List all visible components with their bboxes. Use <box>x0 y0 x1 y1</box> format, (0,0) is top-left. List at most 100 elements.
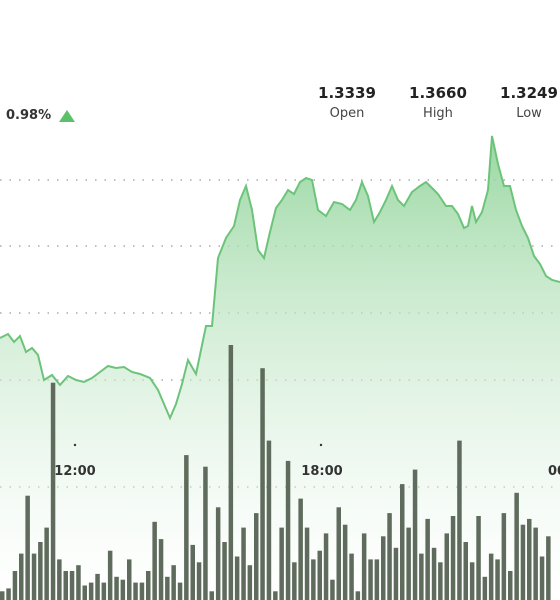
volume-bar <box>533 527 538 600</box>
volume-bar <box>254 513 259 600</box>
volume-bar <box>266 440 272 600</box>
stat-low: 1.3249 Low <box>484 84 560 121</box>
volume-bar <box>82 585 87 600</box>
volume-bar <box>508 571 513 600</box>
triangle-up-icon <box>59 109 76 122</box>
volume-bar <box>546 536 551 600</box>
volume-bar <box>31 553 37 600</box>
volume-bar <box>76 565 81 600</box>
volume-bar <box>38 542 43 600</box>
volume-bar <box>539 556 545 600</box>
volume-bar <box>190 544 195 600</box>
volume-bar <box>107 550 113 600</box>
volume-bar <box>133 582 138 600</box>
volume-bar <box>273 591 278 600</box>
volume-bar <box>95 573 100 600</box>
volume-bar <box>476 516 481 600</box>
volume-bar <box>0 591 5 600</box>
volume-bar <box>298 498 303 600</box>
volume-bar <box>88 582 94 600</box>
volume-bar <box>19 553 24 600</box>
volume-bar <box>323 533 329 600</box>
volume-bar <box>488 553 494 600</box>
volume-bar <box>279 527 284 600</box>
volume-bar <box>520 524 526 600</box>
volume-bar <box>120 579 126 600</box>
volume-bar <box>165 576 170 600</box>
volume-bar <box>419 553 424 600</box>
x-tick-label: 00 <box>548 464 560 479</box>
volume-bar <box>311 559 316 600</box>
volume-bar <box>304 527 310 600</box>
volume-bar <box>342 524 348 600</box>
volume-bar <box>127 559 132 600</box>
price-change: 0.98% <box>6 108 76 123</box>
volume-bar <box>139 582 145 600</box>
stat-value: 1.3339 <box>318 84 376 102</box>
volume-bar <box>228 345 234 600</box>
tick-dot <box>319 443 323 447</box>
volume-bar <box>209 591 214 600</box>
volume-bar <box>146 571 151 600</box>
volume-bar <box>387 513 392 600</box>
volume-bar <box>260 368 265 600</box>
volume-bar <box>469 562 475 600</box>
volume-bar <box>482 576 488 600</box>
volume-bar <box>457 440 462 600</box>
price-line <box>0 135 560 421</box>
volume-bar <box>317 550 322 600</box>
volume-bar <box>501 513 507 600</box>
x-tick-label: 18:00 <box>301 464 342 479</box>
volume-bar <box>431 547 437 600</box>
volume-bars <box>0 345 551 600</box>
volume-bar <box>247 565 253 600</box>
x-tick-label: 12:00 <box>54 464 95 479</box>
volume-bar <box>171 565 176 600</box>
volume-bar <box>425 518 430 600</box>
volume-bar <box>393 547 399 600</box>
volume-bar <box>368 559 373 600</box>
volume-bar <box>101 582 107 600</box>
volume-bar <box>177 582 183 600</box>
volume-bar <box>196 562 202 600</box>
volume-bar <box>336 507 341 600</box>
volume-bar <box>114 576 119 600</box>
volume-bar <box>444 533 449 600</box>
volume-bar <box>330 579 335 600</box>
volume-bar <box>292 562 297 600</box>
volume-bar <box>184 455 189 600</box>
volume-bar <box>57 559 62 600</box>
volume-bar <box>241 527 246 600</box>
volume-bar <box>6 588 11 600</box>
volume-bar <box>25 495 30 600</box>
volume-bar <box>438 562 443 600</box>
volume-bar <box>285 460 291 600</box>
volume-bar <box>514 492 519 600</box>
volume-bar <box>63 571 68 600</box>
volume-bar <box>12 571 18 600</box>
change-percent: 0.98% <box>6 108 52 123</box>
volume-bar <box>222 542 227 600</box>
volume-bar <box>361 533 367 600</box>
volume-bar <box>463 542 468 600</box>
x-axis-ticks: 12:00 18:00 00 <box>54 443 560 479</box>
volume-bar <box>44 527 49 600</box>
volume-bar <box>381 536 386 600</box>
volume-bar <box>355 591 361 600</box>
volume-bar <box>406 527 411 600</box>
tick-dot <box>73 443 77 447</box>
stat-label: High <box>423 106 453 121</box>
volume-bar <box>234 556 240 600</box>
price-area <box>0 136 560 600</box>
volume-bar <box>215 507 221 600</box>
volume-bar <box>400 484 405 600</box>
volume-bar <box>374 559 380 600</box>
volume-bar <box>152 521 157 600</box>
volume-bar <box>203 466 208 600</box>
volume-bar <box>69 571 75 600</box>
stat-label: Low <box>516 106 542 121</box>
stat-open: 1.3339 Open <box>302 84 392 121</box>
volume-bar <box>527 518 532 600</box>
stat-high: 1.3660 High <box>393 84 483 121</box>
